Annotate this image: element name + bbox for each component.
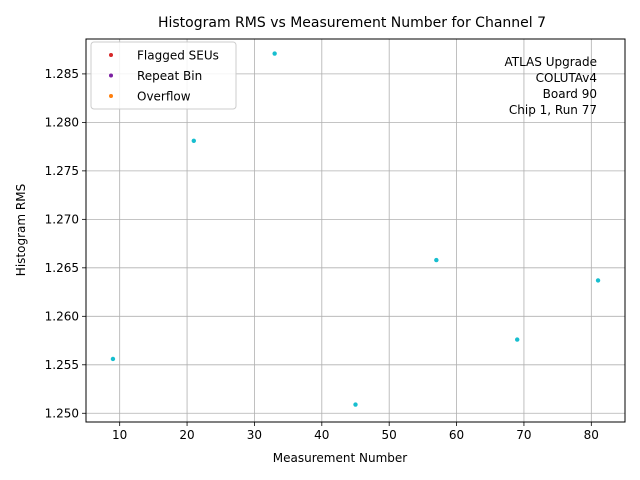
- grid-lines: [86, 39, 625, 422]
- x-tick-label: 80: [584, 428, 599, 442]
- data-point: [110, 356, 116, 362]
- y-tick-label: 1.260: [45, 309, 79, 323]
- x-tick-label: 20: [179, 428, 194, 442]
- legend-box: [90, 41, 237, 110]
- x-tick-label: 30: [247, 428, 262, 442]
- chart-title: Histogram RMS vs Measurement Number for …: [158, 15, 546, 31]
- x-tick-label: 40: [314, 428, 329, 442]
- annotation-line: Chip 1, Run 77: [509, 103, 597, 117]
- legend: Flagged SEUs Repeat Bin Overflow: [90, 41, 237, 110]
- x-tick-label: 70: [516, 428, 531, 442]
- plot-frame: [85, 38, 626, 423]
- axis-ticks: 10 20 30 40 50 60 70 80 1.250 1.255 1.260 1.265 1.27…: [45, 67, 599, 442]
- y-tick-label: 1.285: [45, 67, 79, 81]
- legend-marker: [109, 73, 113, 78]
- data-point: [595, 278, 601, 283]
- legend-label: Flagged SEUs: [137, 49, 219, 63]
- data-point: [191, 138, 196, 144]
- legend-marker: [109, 94, 113, 98]
- legend-label: Repeat Bin: [137, 69, 202, 83]
- y-tick-label: 1.270: [45, 212, 79, 226]
- x-tick-label: 60: [449, 428, 464, 442]
- y-tick-label: 1.275: [45, 164, 79, 178]
- data-point: [434, 257, 439, 263]
- data-point: [515, 337, 520, 342]
- y-axis-label: Histogram RMS: [14, 184, 28, 276]
- legend-marker: [109, 53, 113, 57]
- annotation-line: COLUTAv4: [536, 71, 597, 85]
- annotation-line: Board 90: [543, 87, 597, 101]
- x-tick-label: 10: [112, 428, 127, 442]
- annotation-line: ATLAS Upgrade: [504, 55, 597, 69]
- data-points: [110, 51, 601, 407]
- x-axis-label: Measurement Number: [273, 451, 407, 465]
- data-point: [272, 51, 277, 56]
- y-tick-label: 1.255: [45, 358, 79, 372]
- y-tick-label: 1.265: [45, 261, 79, 275]
- y-tick-label: 1.280: [45, 115, 79, 129]
- x-tick-label: 50: [382, 428, 397, 442]
- legend-label: Overflow: [137, 90, 191, 104]
- run-info-annotation: ATLAS Upgrade COLUTAv4 Board 90 Chip 1, Run…: [504, 55, 597, 117]
- y-tick-label: 1.250: [45, 406, 79, 420]
- data-point: [353, 402, 358, 407]
